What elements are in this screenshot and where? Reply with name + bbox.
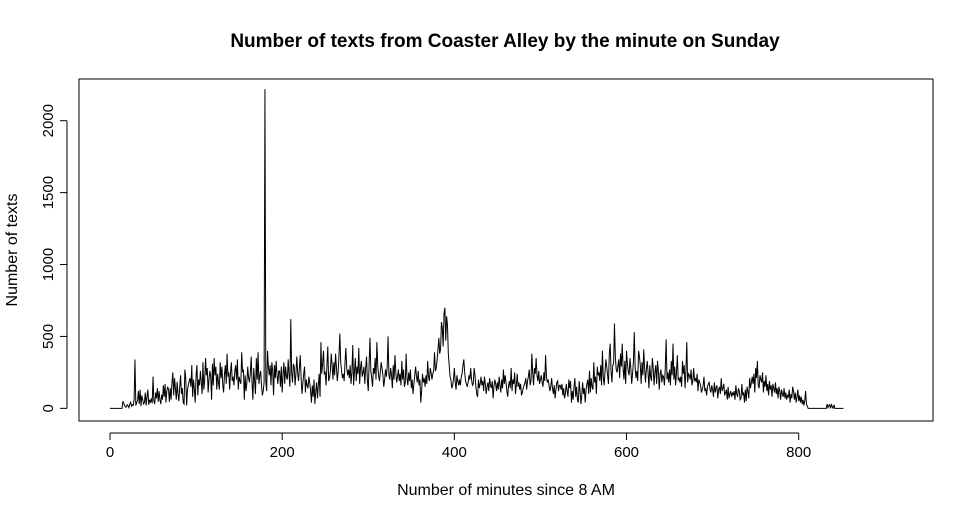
plot-frame (78, 78, 934, 422)
x-axis: 0 200 400 600 800 (106, 432, 811, 461)
chart-title: Number of texts from Coaster Alley by th… (230, 31, 780, 52)
series-line (109, 89, 844, 410)
x-tick-label: 200 (270, 444, 295, 461)
x-tick-label: 800 (786, 444, 811, 461)
y-axis-label: Number of texts (4, 194, 21, 307)
y-tick-label: 0 (40, 404, 57, 412)
x-tick-label: 0 (106, 444, 114, 461)
y-tick-label: 500 (40, 324, 57, 349)
y-tick-label: 1000 (40, 248, 57, 281)
y-tick-label: 1500 (40, 176, 57, 209)
y-axis: 0 500 1000 1500 2000 (40, 104, 68, 413)
y-tick-label: 2000 (40, 104, 57, 137)
x-axis-label: Number of minutes since 8 AM (397, 482, 615, 499)
x-tick-label: 400 (442, 444, 467, 461)
x-tick-label: 600 (614, 444, 639, 461)
